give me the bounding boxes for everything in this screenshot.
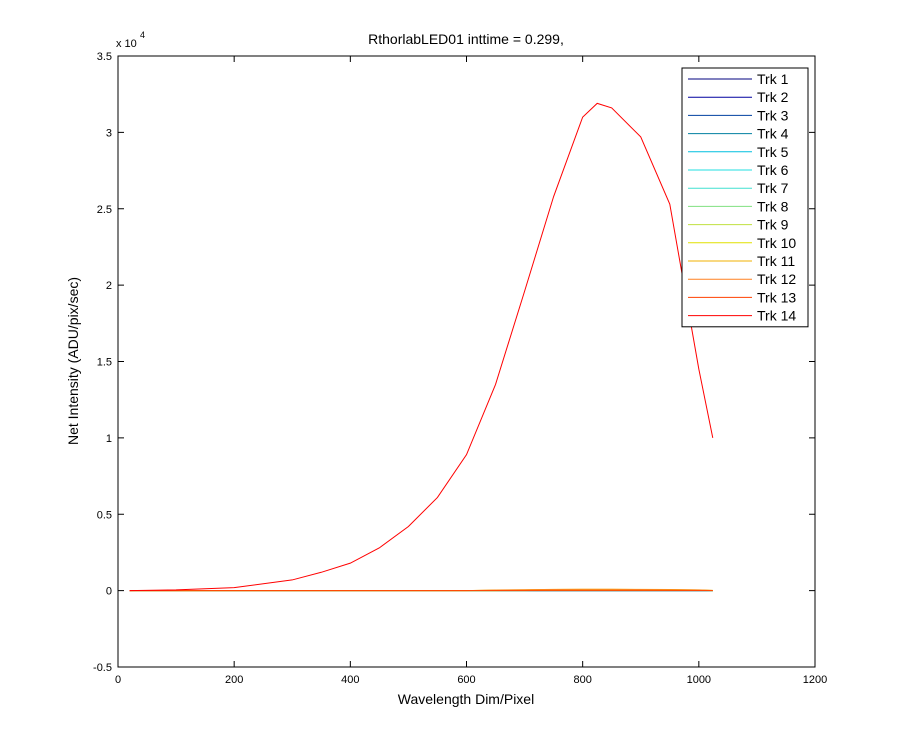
legend-label: Trk 10 [757,235,796,251]
x-tick-label: 600 [457,674,475,686]
legend-label: Trk 3 [757,107,789,123]
y-exponent: 4 [140,30,145,40]
legend-label: Trk 7 [757,180,789,196]
x-tick-label: 0 [115,674,121,686]
x-tick-label: 400 [341,674,359,686]
y-tick-label: -0.5 [93,662,112,674]
legend-label: Trk 9 [757,217,789,233]
x-tick-label: 200 [225,674,243,686]
x-tick-label: 1200 [803,674,827,686]
legend-label: Trk 6 [757,162,789,178]
legend-label: Trk 14 [757,308,796,324]
legend-label: Trk 12 [757,271,796,287]
x-tick-label: 1000 [687,674,711,686]
y-tick-label: 3.5 [97,51,112,63]
x-axis-label: Wavelength Dim/Pixel [398,691,534,707]
y-tick-label: 2.5 [97,204,112,216]
legend-label: Trk 8 [757,198,789,214]
legend-label: Trk 13 [757,289,796,305]
y-axis-label: Net Intensity (ADU/pix/sec) [65,277,81,445]
y-tick-label: 0.5 [97,509,112,521]
y-tick-label: 3 [106,127,112,139]
legend-label: Trk 2 [757,89,789,105]
legend-label: Trk 1 [757,71,789,87]
y-tick-label: 1 [106,433,112,445]
legend-label: Trk 11 [757,253,795,269]
y-tick-label: 1.5 [97,357,112,369]
legend-label: Trk 4 [757,126,789,142]
legend-label: Trk 5 [757,144,789,160]
y-tick-label: 0 [106,586,112,598]
y-tick-label: 2 [106,280,112,292]
y-multiplier: x 10 [116,38,137,50]
legend-box [682,68,808,327]
x-tick-label: 800 [573,674,591,686]
chart-title: RthorlabLED01 inttime = 0.299, [368,31,564,47]
